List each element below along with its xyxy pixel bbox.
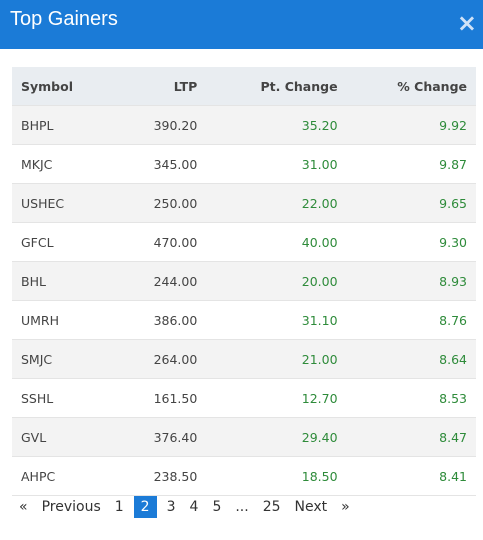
header-row: Symbol LTP Pt. Change% Change (12, 67, 476, 106)
page-link[interactable]: 1 (114, 499, 124, 515)
table-cell: 8.76 (346, 300, 476, 340)
column-header[interactable]: LTP (115, 67, 207, 106)
table-row[interactable]: AHPC 238.50 18.50 8.41 (12, 456, 476, 496)
table-cell: SMJC (12, 339, 116, 379)
table-cell: GFCL (12, 222, 116, 262)
table-cell: 31.10 (206, 300, 347, 340)
table-cell: UMRH (12, 300, 116, 340)
page-link[interactable]: Next (294, 499, 328, 515)
table-cell: 8.93 (346, 261, 476, 301)
table-cell: 22.00 (206, 183, 347, 223)
table-cell: 376.40 (115, 417, 207, 457)
table-row[interactable]: GFCL 470.00 40.00 9.30 (12, 222, 476, 262)
table-cell: 470.00 (115, 222, 207, 262)
page-link[interactable]: « (19, 499, 28, 515)
pagination: « Previous 1 2 3 4 5... 25 Next » (12, 496, 357, 518)
table-row[interactable]: GVL 376.40 29.40 8.47 (12, 417, 476, 457)
page-link[interactable]: Previous (41, 499, 101, 515)
table-row[interactable]: UMRH 386.00 31.10 8.76 (12, 300, 476, 340)
column-header[interactable]: Pt. Change (206, 67, 347, 106)
modal-title: Top Gainers (10, 8, 118, 30)
table-row[interactable]: SMJC 264.00 21.00 8.64 (12, 339, 476, 379)
table-cell: 31.00 (206, 144, 347, 184)
column-header[interactable]: Symbol (12, 67, 116, 106)
table-cell: 9.65 (346, 183, 476, 223)
table-cell: 12.70 (206, 378, 347, 418)
table-cell: GVL (12, 417, 116, 457)
table-cell: 9.87 (346, 144, 476, 184)
table-cell: 8.53 (346, 378, 476, 418)
table-cell: 345.00 (115, 144, 207, 184)
table-cell: 40.00 (206, 222, 347, 262)
page-link[interactable]: » (341, 499, 350, 515)
gainers-table: Symbol LTP Pt. Change% Change BHPL 390.20 35.… (12, 67, 476, 496)
page-link[interactable]: 5 (212, 499, 222, 515)
table-cell: 8.64 (346, 339, 476, 379)
column-header[interactable]: % Change (346, 67, 476, 106)
table-cell: 250.00 (115, 183, 207, 223)
table-cell: 244.00 (115, 261, 207, 301)
table-cell: 386.00 (115, 300, 207, 340)
modal-header: Top Gainers × (0, 0, 483, 49)
table-cell: SSHL (12, 378, 116, 418)
table-cell: BHPL (12, 105, 116, 145)
table-cell: USHEC (12, 183, 116, 223)
table-cell: 390.20 (115, 105, 207, 145)
page-link[interactable]: ... (235, 499, 249, 515)
table-cell: 20.00 (206, 261, 347, 301)
table-row[interactable]: SSHL 161.50 12.70 8.53 (12, 378, 476, 418)
table-cell: BHL (12, 261, 116, 301)
table-cell: 29.40 (206, 417, 347, 457)
table-row[interactable]: BHL 244.00 20.00 8.93 (12, 261, 476, 301)
table-cell: 8.41 (346, 456, 476, 496)
table-cell: MKJC (12, 144, 116, 184)
table-cell: 9.92 (346, 105, 476, 145)
table-cell: AHPC (12, 456, 116, 496)
table-cell: 161.50 (115, 378, 207, 418)
page-link[interactable]: 4 (189, 499, 199, 515)
table-cell: 35.20 (206, 105, 347, 145)
table-row[interactable]: USHEC 250.00 22.00 9.65 (12, 183, 476, 223)
page-link[interactable]: 25 (262, 499, 281, 515)
table-cell: 18.50 (206, 456, 347, 496)
close-button[interactable]: × (456, 9, 477, 37)
page-link[interactable]: 2 (133, 496, 157, 518)
page-link[interactable]: 3 (166, 499, 176, 515)
table-cell: 8.47 (346, 417, 476, 457)
table-cell: 264.00 (115, 339, 207, 379)
table-cell: 21.00 (206, 339, 347, 379)
table-row[interactable]: BHPL 390.20 35.20 9.92 (12, 105, 476, 145)
table-cell: 9.30 (346, 222, 476, 262)
table-cell: 238.50 (115, 456, 207, 496)
table-row[interactable]: MKJC 345.00 31.00 9.87 (12, 144, 476, 184)
